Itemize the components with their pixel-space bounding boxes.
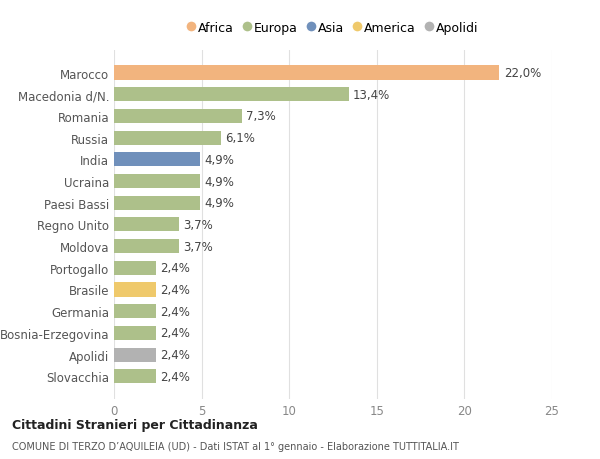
Bar bbox=[114, 153, 200, 167]
Text: 2,4%: 2,4% bbox=[160, 370, 190, 383]
Text: 6,1%: 6,1% bbox=[225, 132, 255, 145]
Text: 2,4%: 2,4% bbox=[160, 327, 190, 340]
Bar bbox=[114, 110, 242, 124]
Bar bbox=[114, 348, 156, 362]
Text: 2,4%: 2,4% bbox=[160, 305, 190, 318]
Text: 7,3%: 7,3% bbox=[246, 110, 276, 123]
Bar bbox=[114, 196, 200, 210]
Text: Cittadini Stranieri per Cittadinanza: Cittadini Stranieri per Cittadinanza bbox=[12, 418, 258, 431]
Text: 4,9%: 4,9% bbox=[204, 153, 234, 167]
Bar bbox=[114, 369, 156, 383]
Bar bbox=[114, 240, 179, 253]
Text: 4,9%: 4,9% bbox=[204, 197, 234, 210]
Text: 4,9%: 4,9% bbox=[204, 175, 234, 188]
Text: COMUNE DI TERZO D’AQUILEIA (UD) - Dati ISTAT al 1° gennaio - Elaborazione TUTTIT: COMUNE DI TERZO D’AQUILEIA (UD) - Dati I… bbox=[12, 441, 459, 451]
Bar bbox=[114, 88, 349, 102]
Bar bbox=[114, 218, 179, 232]
Text: 2,4%: 2,4% bbox=[160, 262, 190, 274]
Text: 3,7%: 3,7% bbox=[183, 240, 213, 253]
Bar bbox=[114, 67, 499, 80]
Bar bbox=[114, 174, 200, 189]
Text: 13,4%: 13,4% bbox=[353, 89, 391, 101]
Bar bbox=[114, 304, 156, 319]
Bar bbox=[114, 283, 156, 297]
Text: 2,4%: 2,4% bbox=[160, 283, 190, 297]
Text: 22,0%: 22,0% bbox=[504, 67, 541, 80]
Legend: Africa, Europa, Asia, America, Apolidi: Africa, Europa, Asia, America, Apolidi bbox=[185, 19, 481, 37]
Bar bbox=[114, 326, 156, 340]
Text: 2,4%: 2,4% bbox=[160, 348, 190, 361]
Bar bbox=[114, 131, 221, 146]
Bar bbox=[114, 261, 156, 275]
Text: 3,7%: 3,7% bbox=[183, 218, 213, 231]
